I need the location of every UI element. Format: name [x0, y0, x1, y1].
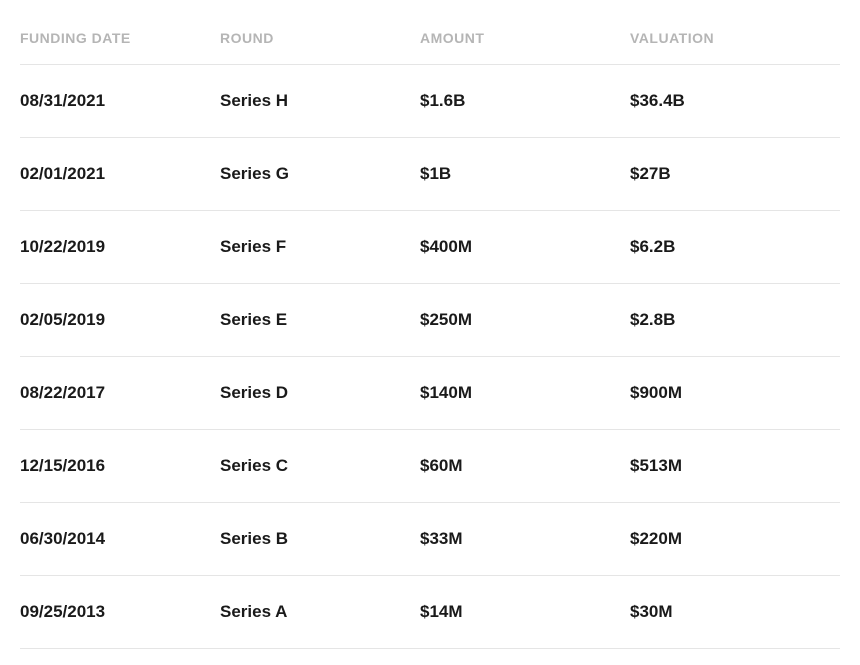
cell-valuation: $900M [630, 383, 840, 403]
table-row: 08/22/2017 Series D $140M $900M [20, 357, 840, 430]
table-row: 02/05/2019 Series E $250M $2.8B [20, 284, 840, 357]
cell-amount: $1.6B [420, 91, 630, 111]
table-row: 09/25/2013 Series A $14M $30M [20, 576, 840, 649]
cell-funding-date: 08/22/2017 [20, 383, 220, 403]
funding-table: FUNDING DATE ROUND AMOUNT VALUATION 08/3… [20, 30, 840, 649]
cell-amount: $60M [420, 456, 630, 476]
cell-funding-date: 10/22/2019 [20, 237, 220, 257]
cell-amount: $1B [420, 164, 630, 184]
table-row: 12/15/2016 Series C $60M $513M [20, 430, 840, 503]
cell-funding-date: 02/05/2019 [20, 310, 220, 330]
cell-valuation: $30M [630, 602, 840, 622]
cell-valuation: $2.8B [630, 310, 840, 330]
cell-funding-date: 12/15/2016 [20, 456, 220, 476]
cell-valuation: $513M [630, 456, 840, 476]
cell-funding-date: 08/31/2021 [20, 91, 220, 111]
cell-round: Series E [220, 310, 420, 330]
table-row: 10/22/2019 Series F $400M $6.2B [20, 211, 840, 284]
cell-amount: $14M [420, 602, 630, 622]
table-row: 02/01/2021 Series G $1B $27B [20, 138, 840, 211]
cell-round: Series H [220, 91, 420, 111]
column-header-amount: AMOUNT [420, 30, 630, 46]
cell-round: Series D [220, 383, 420, 403]
table-row: 06/30/2014 Series B $33M $220M [20, 503, 840, 576]
cell-amount: $400M [420, 237, 630, 257]
cell-funding-date: 06/30/2014 [20, 529, 220, 549]
cell-valuation: $27B [630, 164, 840, 184]
column-header-funding-date: FUNDING DATE [20, 30, 220, 46]
cell-valuation: $36.4B [630, 91, 840, 111]
table-header-row: FUNDING DATE ROUND AMOUNT VALUATION [20, 30, 840, 65]
cell-round: Series F [220, 237, 420, 257]
cell-round: Series B [220, 529, 420, 549]
cell-funding-date: 02/01/2021 [20, 164, 220, 184]
cell-funding-date: 09/25/2013 [20, 602, 220, 622]
cell-amount: $140M [420, 383, 630, 403]
cell-amount: $33M [420, 529, 630, 549]
cell-round: Series A [220, 602, 420, 622]
column-header-round: ROUND [220, 30, 420, 46]
cell-round: Series C [220, 456, 420, 476]
cell-valuation: $220M [630, 529, 840, 549]
cell-amount: $250M [420, 310, 630, 330]
column-header-valuation: VALUATION [630, 30, 840, 46]
cell-round: Series G [220, 164, 420, 184]
cell-valuation: $6.2B [630, 237, 840, 257]
table-row: 08/31/2021 Series H $1.6B $36.4B [20, 65, 840, 138]
